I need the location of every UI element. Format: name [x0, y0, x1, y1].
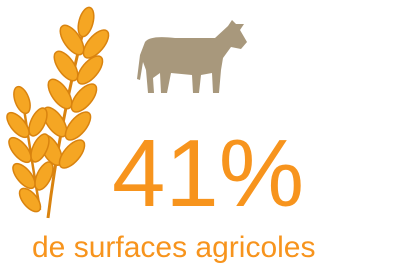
cow-icon — [137, 20, 247, 93]
wheat-icon — [3, 6, 113, 218]
grain — [3, 109, 33, 141]
stat-value: 41% — [112, 120, 304, 227]
stat-caption: de surfaces agricoles — [32, 231, 315, 264]
page: 41% de surfaces agricoles (() => { const… — [0, 0, 393, 268]
grain — [11, 84, 34, 115]
infographic: 41% de surfaces agricoles — [0, 0, 393, 268]
grain — [75, 6, 96, 39]
